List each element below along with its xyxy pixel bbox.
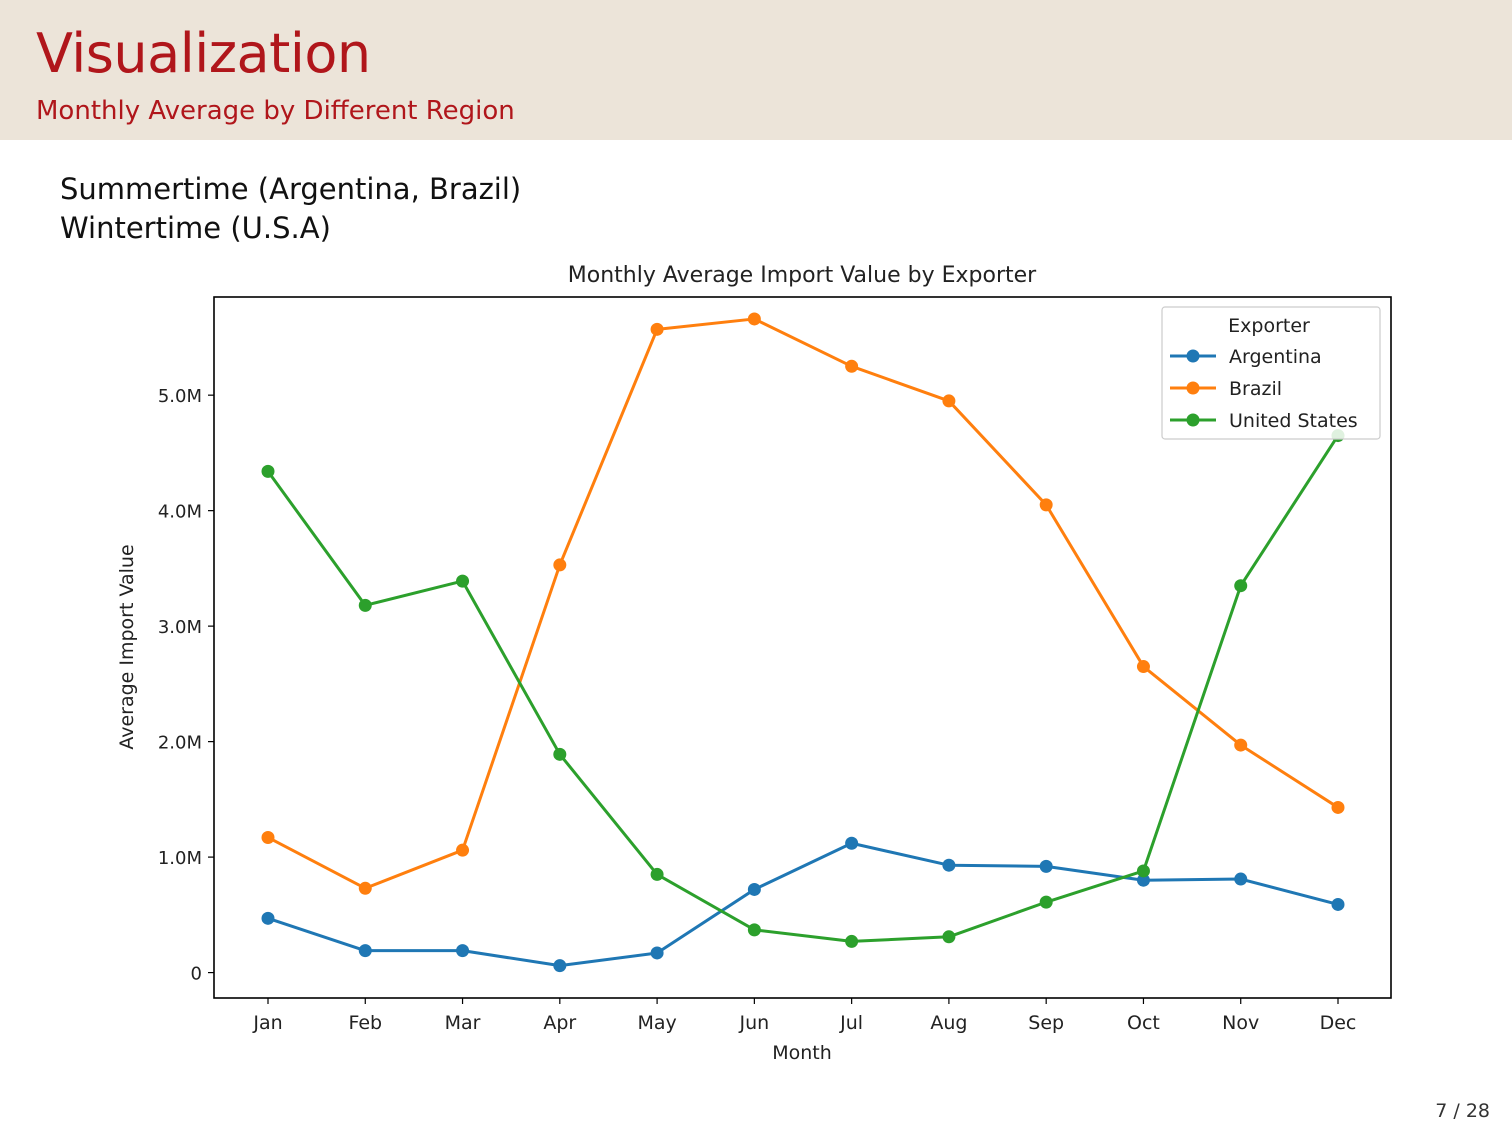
data-point-argentina	[845, 836, 859, 850]
data-point-united-states	[1234, 579, 1248, 593]
x-tick-label: Mar	[445, 1012, 481, 1034]
plot-area-frame	[213, 296, 1392, 999]
y-tick-label: 0	[191, 964, 202, 985]
legend-marker-argentina	[1186, 349, 1200, 363]
x-tick-label: Jan	[252, 1012, 282, 1034]
data-point-argentina	[650, 946, 664, 960]
legend-label-united-states: United States	[1229, 410, 1358, 432]
data-point-brazil	[1234, 738, 1248, 752]
data-point-united-states	[942, 930, 956, 944]
legend-marker-brazil	[1186, 381, 1200, 395]
data-point-argentina	[456, 944, 470, 958]
data-point-brazil	[553, 558, 567, 572]
data-point-united-states	[261, 464, 275, 478]
data-point-united-states	[456, 574, 470, 588]
data-point-brazil	[942, 394, 956, 408]
legend-box	[1161, 306, 1381, 440]
data-point-argentina	[1039, 859, 1053, 873]
legend-marker-united-states	[1186, 413, 1200, 427]
data-point-argentina	[358, 944, 372, 958]
y-tick-label: 1.0M	[158, 848, 202, 869]
data-point-argentina	[553, 959, 567, 973]
x-axis-label: Month	[772, 1042, 832, 1064]
data-point-brazil	[358, 881, 372, 895]
body-line-summertime: Summertime (Argentina, Brazil)	[60, 172, 522, 206]
data-point-brazil	[1331, 800, 1345, 814]
x-tick-label: Dec	[1320, 1012, 1357, 1034]
data-point-argentina	[747, 882, 761, 896]
y-tick-label: 2.0M	[158, 733, 202, 754]
chart-title: Monthly Average Import Value by Exporter	[568, 263, 1037, 288]
slide-title: Visualization	[36, 22, 371, 85]
data-point-brazil	[1039, 498, 1053, 512]
x-tick-label: Feb	[348, 1012, 382, 1034]
slide-header: Visualization Monthly Average by Differe…	[0, 0, 1512, 140]
data-point-brazil	[747, 312, 761, 326]
series-line-argentina	[267, 841, 1339, 968]
data-point-argentina	[1331, 897, 1345, 911]
data-point-united-states	[1039, 895, 1053, 909]
series-line-united-states	[266, 434, 1340, 943]
y-tick-label: 4.0M	[158, 502, 202, 523]
page-number: 7 / 28	[1435, 1100, 1490, 1122]
x-tick-label: Jun	[739, 1012, 770, 1034]
data-point-united-states	[845, 934, 859, 948]
x-tick-label: Nov	[1222, 1012, 1259, 1034]
data-point-argentina	[261, 911, 275, 925]
data-point-brazil	[261, 830, 275, 844]
x-tick-label: Aug	[930, 1012, 967, 1034]
data-point-united-states	[650, 867, 664, 881]
data-point-argentina	[942, 858, 956, 872]
x-tick-label: Sep	[1028, 1012, 1064, 1034]
data-point-brazil	[1136, 660, 1150, 674]
y-tick-label: 3.0M	[158, 617, 202, 638]
x-tick-label: May	[637, 1012, 676, 1034]
x-tick-label: Oct	[1127, 1012, 1160, 1034]
legend-title: Exporter	[1228, 315, 1310, 337]
body-line-wintertime: Wintertime (U.S.A)	[60, 211, 331, 245]
data-point-brazil	[456, 843, 470, 857]
y-tick-label: 5.0M	[158, 386, 202, 407]
legend-label-argentina: Argentina	[1229, 346, 1322, 368]
series-line-brazil	[267, 317, 1339, 890]
data-point-united-states	[553, 747, 567, 761]
data-point-united-states	[747, 923, 761, 937]
data-point-brazil	[845, 359, 859, 373]
data-point-united-states	[358, 598, 372, 612]
data-point-argentina	[1234, 872, 1248, 886]
slide-subtitle: Monthly Average by Different Region	[36, 96, 515, 126]
data-point-brazil	[650, 322, 664, 336]
x-tick-label: Jul	[839, 1012, 863, 1034]
data-point-united-states	[1136, 864, 1150, 878]
data-point-argentina	[1136, 873, 1150, 887]
x-tick-label: Apr	[543, 1012, 576, 1034]
y-axis-label: Average Import Value	[116, 544, 138, 749]
legend-label-brazil: Brazil	[1229, 378, 1282, 400]
